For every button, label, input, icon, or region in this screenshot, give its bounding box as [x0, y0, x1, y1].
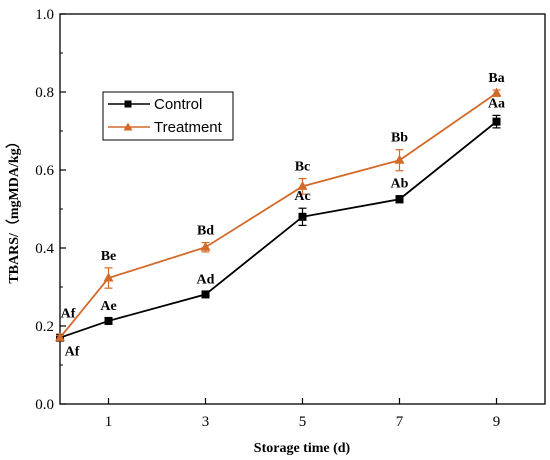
control-data-label: Ab	[391, 177, 409, 192]
x-tick-label: 3	[202, 414, 210, 430]
control-data-label: Ad	[197, 272, 215, 287]
legend-box	[102, 91, 234, 141]
control-point	[395, 195, 404, 204]
legend-treatment-label: Treatment	[154, 119, 223, 136]
treatment-point	[394, 154, 405, 164]
treatment-data-label: Be	[101, 249, 117, 264]
treatment-point	[297, 180, 308, 190]
treatment-point	[200, 241, 211, 251]
y-tick-label: 0.8	[35, 85, 54, 101]
treatment-point	[55, 332, 65, 342]
control-point	[492, 117, 501, 126]
y-tick-label: 0.4	[35, 241, 54, 257]
x-tick-label: 1	[105, 414, 113, 430]
treatment-data-label: Af	[61, 307, 76, 322]
control-line	[59, 120, 498, 339]
control-data-label: Af	[65, 345, 80, 360]
data-label-layer: Af Ae Ad Ac Ab Aa Af Be Bd Bc Bb Ba	[61, 71, 505, 360]
control-point	[201, 290, 210, 299]
control-data-label: Aa	[488, 96, 505, 111]
treatment-point	[491, 87, 502, 97]
axis-ticks: 1 3 5 7 9 0.0 0.2 0.4 0.6 0.8 1.0	[35, 7, 500, 430]
control-point	[104, 316, 113, 325]
treatment-data-label: Bd	[197, 224, 214, 239]
treatment-data-label: Ba	[488, 71, 504, 86]
y-tick-label: 0.2	[35, 319, 54, 335]
x-tick-label: 7	[396, 414, 404, 430]
legend-control-label: Control	[154, 96, 202, 113]
legend: Control Treatment	[102, 91, 234, 141]
treatment-line	[59, 92, 498, 339]
y-tick-label: 0.0	[35, 397, 54, 413]
x-axis-title: Storage time (d)	[254, 441, 351, 456]
legend-control-marker	[124, 100, 132, 108]
control-point	[298, 212, 307, 221]
control-data-label: Ae	[100, 299, 116, 314]
treatment-point	[103, 272, 114, 282]
legend-treatment-marker	[123, 122, 133, 131]
control-data-label: Ac	[294, 189, 310, 204]
y-tick-label: 1.0	[35, 7, 54, 23]
x-tick-label: 5	[299, 414, 307, 430]
series-layer	[55, 87, 502, 342]
y-tick-label: 0.6	[35, 163, 54, 179]
treatment-data-label: Bc	[295, 160, 311, 175]
treatment-data-label: Bb	[391, 131, 408, 146]
x-tick-label: 9	[493, 414, 501, 430]
y-axis-title: TBARS/（mgMDA/kg）	[6, 134, 22, 283]
